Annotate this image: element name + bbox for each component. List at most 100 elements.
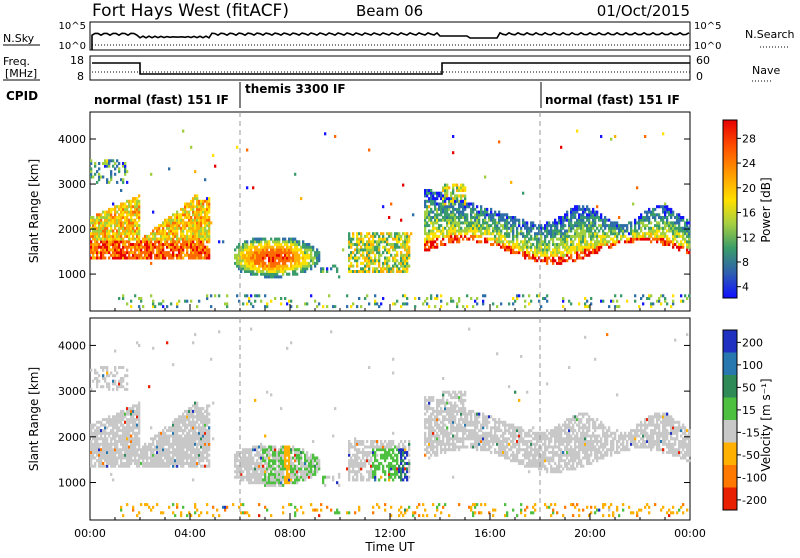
freq-tick-high: 18 [70,54,84,67]
echo-cell [582,208,584,211]
echo-cell [312,248,314,251]
echo-cell [386,238,388,241]
echo-cell [524,300,526,303]
echo-cell [266,265,268,268]
echo-cell [184,440,186,443]
echo-cell [552,254,554,257]
echo-cell [150,451,152,454]
echo-cell [430,208,432,211]
echo-cell [190,208,192,211]
echo-cell [120,454,122,457]
echo-cell [192,211,194,214]
echo-cell [134,404,136,407]
echo-cell [102,443,104,446]
echo-cell [166,459,168,462]
echo-cell [90,159,92,162]
echo-cell [550,232,552,235]
echo-cell [480,232,482,235]
echo-cell [154,448,156,451]
echo-cell [178,300,180,303]
echo-cell [578,227,580,230]
echo-cell [296,259,298,262]
echo-cell [206,248,208,251]
echo-cell [244,462,246,465]
echo-cell [634,300,636,303]
echo-cell [204,421,206,424]
echo-cell [658,227,660,230]
echo-cell [560,257,562,260]
echo-cell [208,203,210,206]
echo-cell [452,227,454,230]
echo-cell [236,476,238,479]
echo-cell [116,211,118,214]
echo-cell [184,224,186,227]
echo-cell [638,224,640,227]
echo-cell [622,232,624,235]
echo-cell [524,254,526,257]
echo-cell [546,257,548,260]
echo-cell [374,302,376,305]
echo-cell [656,213,658,216]
echo-cell [90,448,92,451]
echo-cell [666,205,668,208]
echo-cell [194,205,196,208]
echo-cell [554,246,556,249]
echo-cell [514,219,516,222]
echo-cell [486,208,488,211]
echo-cell [332,305,334,308]
echo-cell [200,415,202,418]
echo-cell [140,243,142,246]
echo-cell [662,238,664,241]
echo-cell [172,238,174,241]
echo-cell [242,265,244,268]
echo-cell [394,262,396,265]
echo-cell [440,192,442,195]
echo-cell [274,240,276,243]
echo-cell [368,238,370,241]
echo-cell [156,227,158,230]
echo-cell [152,347,154,350]
echo-cell [254,465,256,468]
echo-cell [162,238,164,241]
echo-cell [92,251,94,254]
echo-cell [568,221,570,224]
echo-cell [132,418,134,421]
echo-cell [274,467,276,470]
echo-cell [120,208,122,211]
echo-cell [112,240,114,243]
echo-cell [246,457,248,460]
echo-cell [194,511,196,514]
echo-cell [618,227,620,230]
echo-cell [276,273,278,276]
echo-cell [556,248,558,251]
echo-cell [198,514,200,517]
echo-cell [600,135,602,138]
echo-cell [282,462,284,465]
echo-cell [206,404,208,407]
echo-cell [170,248,172,251]
echo-cell [270,259,272,262]
echo-cell [570,248,572,251]
echo-cell [190,240,192,243]
echo-cell [564,243,566,246]
echo-cell [482,294,484,297]
echo-cell [184,443,186,446]
echo-cell [254,467,256,470]
echo-cell [660,219,662,222]
echo-cell [244,265,246,268]
echo-cell [272,467,274,470]
echo-cell [106,235,108,238]
echo-cell [528,227,530,230]
echo-cell [508,302,510,305]
echo-cell [436,203,438,206]
echo-cell [110,443,112,446]
echo-cell [462,186,464,189]
echo-cell [260,262,262,265]
echo-cell [152,230,154,233]
echo-cell [188,254,190,257]
echo-cell [660,205,662,208]
echo-cell [580,240,582,243]
echo-cell [190,448,192,451]
echo-cell [110,178,112,181]
echo-cell [206,503,208,506]
